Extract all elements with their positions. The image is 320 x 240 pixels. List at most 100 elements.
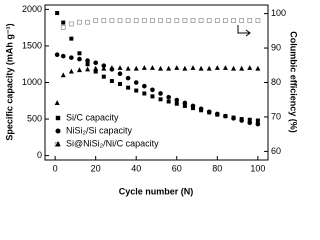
marker: [255, 18, 261, 23]
marker: [85, 66, 91, 72]
y2-tick-label: 60: [271, 146, 281, 156]
marker: [150, 94, 155, 99]
y2-tick-label: 100: [271, 8, 286, 18]
marker: [77, 19, 82, 25]
marker: [117, 18, 123, 23]
y2-axis-title: Columbic efficiency (%): [289, 31, 299, 133]
marker: [101, 18, 107, 23]
x-tick-label: 40: [131, 163, 141, 173]
marker: [166, 99, 171, 104]
legend-label: Si/C capacity: [66, 112, 119, 122]
legend-marker: [55, 141, 61, 147]
marker: [222, 65, 228, 70]
axis-arrow-icon: [237, 25, 251, 37]
marker: [133, 18, 139, 23]
marker: [150, 18, 155, 23]
marker: [142, 83, 147, 89]
marker: [93, 60, 98, 66]
marker: [166, 18, 172, 23]
legend-label: NiSi₂/Si capacity: [66, 125, 133, 135]
marker: [214, 18, 220, 23]
marker: [85, 58, 90, 63]
marker: [190, 18, 196, 23]
marker: [190, 65, 196, 70]
marker: [223, 113, 228, 119]
x-tick-label: 0: [53, 163, 58, 173]
marker: [158, 91, 163, 96]
y2-tick-label: 90: [271, 42, 281, 52]
marker: [166, 94, 171, 100]
marker: [239, 18, 245, 23]
marker: [77, 56, 82, 62]
marker: [174, 101, 179, 106]
marker: [109, 79, 114, 84]
marker: [76, 67, 82, 73]
marker: [174, 18, 180, 23]
marker: [133, 80, 139, 85]
marker: [247, 65, 253, 70]
marker: [198, 18, 204, 23]
marker: [126, 85, 131, 90]
marker: [206, 109, 212, 115]
y-tick-label: 1000: [22, 77, 42, 87]
marker: [69, 55, 74, 60]
marker: [182, 65, 188, 71]
marker: [85, 19, 90, 25]
marker: [68, 68, 74, 74]
marker: [231, 18, 236, 23]
marker: [93, 65, 99, 71]
marker: [206, 65, 212, 71]
y-tick-label: 1500: [22, 40, 42, 50]
y-tick-label: 500: [27, 113, 42, 123]
plot-frame: [44, 4, 269, 161]
marker: [117, 71, 123, 77]
y-axis-title: Specific capacity (mAh g⁻¹): [4, 23, 14, 140]
marker: [101, 74, 106, 79]
marker: [55, 11, 60, 16]
marker: [118, 81, 123, 86]
y-tick-label: 2000: [22, 4, 42, 14]
y2-tick-label: 70: [271, 111, 281, 121]
marker: [182, 103, 187, 108]
y2-tick-label: 80: [271, 77, 281, 87]
marker: [117, 65, 123, 70]
marker: [133, 65, 139, 71]
marker: [68, 21, 74, 27]
marker: [158, 97, 163, 102]
marker: [85, 62, 90, 67]
marker: [198, 65, 204, 71]
marker: [125, 65, 131, 71]
marker: [150, 87, 155, 93]
marker: [125, 18, 131, 23]
marker: [125, 75, 131, 81]
marker: [77, 51, 82, 56]
marker: [206, 18, 212, 23]
marker: [141, 18, 147, 23]
legend-marker: [55, 128, 61, 134]
marker: [93, 18, 99, 23]
marker: [239, 65, 245, 71]
marker: [93, 69, 98, 74]
marker: [255, 118, 260, 123]
marker: [142, 91, 147, 96]
marker: [247, 117, 252, 122]
marker: [109, 65, 115, 70]
marker: [101, 63, 107, 68]
marker: [231, 65, 237, 71]
marker: [101, 65, 107, 71]
marker: [60, 53, 66, 59]
marker: [182, 100, 188, 106]
marker: [69, 36, 74, 41]
x-tick-label: 100: [250, 163, 265, 173]
x-tick-label: 80: [212, 163, 222, 173]
marker: [54, 52, 60, 58]
marker: [60, 72, 66, 78]
y-tick-label: 0: [37, 150, 42, 160]
x-tick-label: 60: [172, 163, 182, 173]
marker: [134, 88, 139, 93]
legend-label: Si@NiSi₂/Ni/C capacity: [66, 138, 159, 148]
marker: [198, 106, 204, 112]
marker: [231, 116, 236, 121]
marker: [158, 65, 164, 71]
marker: [247, 18, 253, 23]
